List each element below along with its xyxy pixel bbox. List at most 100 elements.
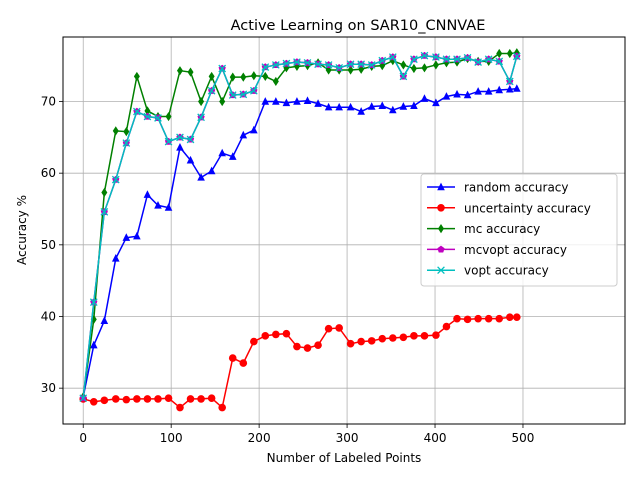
data-point	[197, 173, 205, 181]
data-point	[293, 61, 300, 71]
data-point	[463, 90, 472, 99]
data-point	[143, 395, 152, 403]
x-tick-label: 200	[248, 431, 271, 445]
y-tick-label: 40	[41, 310, 56, 324]
data-point	[250, 71, 257, 81]
data-point	[378, 101, 387, 109]
legend-marker	[437, 245, 445, 253]
data-point	[453, 314, 461, 323]
legend-item: random accuracy	[427, 181, 569, 195]
data-point	[271, 61, 280, 69]
data-point	[133, 395, 141, 403]
data-point	[513, 84, 521, 92]
data-point	[432, 53, 440, 61]
data-point	[513, 313, 521, 322]
data-point	[272, 330, 280, 339]
legend-label: random accuracy	[464, 181, 569, 195]
data-point	[100, 316, 109, 324]
data-point	[100, 396, 109, 405]
legend-marker	[437, 182, 445, 191]
data-point	[474, 58, 482, 66]
data-point	[442, 55, 451, 64]
data-point	[272, 76, 279, 87]
legend-label: mc accuracy	[464, 222, 540, 236]
data-point	[484, 314, 493, 323]
data-point	[176, 133, 184, 142]
data-point	[154, 114, 162, 122]
data-point	[399, 333, 408, 342]
x-tick-label: 400	[424, 431, 447, 445]
data-point	[484, 55, 493, 64]
data-point	[410, 101, 418, 109]
data-point	[186, 395, 195, 403]
data-point	[187, 67, 194, 77]
series-uncertainty-accuracy	[79, 313, 521, 412]
data-point	[484, 87, 493, 95]
data-point	[346, 102, 355, 111]
data-point	[378, 56, 387, 65]
data-point	[463, 53, 472, 62]
data-point	[164, 137, 173, 146]
data-point	[324, 324, 333, 333]
data-point	[324, 61, 333, 69]
data-point	[154, 201, 162, 209]
legend-label: uncertainty accuracy	[464, 201, 591, 215]
data-point	[111, 254, 120, 262]
data-point	[495, 314, 504, 323]
data-point	[197, 395, 205, 403]
data-point	[421, 63, 428, 73]
data-point	[208, 71, 215, 82]
data-point	[420, 332, 429, 340]
data-point	[505, 84, 514, 93]
data-point	[357, 107, 365, 115]
data-point	[303, 58, 312, 67]
data-point	[164, 394, 173, 403]
legend-item: mcvopt accuracy	[427, 243, 567, 257]
data-point	[432, 60, 439, 70]
data-point	[358, 64, 365, 74]
data-point	[186, 155, 195, 164]
data-point	[176, 403, 184, 412]
data-point	[389, 56, 396, 66]
data-point	[100, 208, 109, 216]
data-point	[282, 98, 291, 107]
data-point	[293, 97, 301, 105]
legend: random accuracy uncertainty accuracy mc ac…	[420, 173, 618, 287]
data-point	[90, 314, 97, 324]
data-point	[410, 55, 418, 64]
y-axis-label: Accuracy %	[15, 195, 29, 265]
x-tick-label: 100	[160, 431, 183, 445]
plot-series	[79, 48, 521, 412]
data-point	[89, 340, 98, 349]
data-point	[240, 72, 247, 82]
series-line	[83, 316, 517, 409]
data-point	[198, 96, 205, 107]
data-point	[389, 334, 397, 342]
data-point	[388, 53, 397, 61]
data-point	[154, 395, 162, 403]
data-point	[453, 55, 461, 64]
data-point	[453, 89, 461, 98]
data-point	[143, 112, 152, 121]
data-point	[239, 359, 248, 367]
data-point	[293, 342, 301, 351]
data-point	[420, 94, 429, 102]
data-point	[335, 63, 344, 72]
data-point	[207, 86, 216, 95]
data-point	[314, 99, 322, 107]
data-point	[335, 324, 343, 332]
data-point	[495, 57, 504, 66]
data-point	[228, 152, 237, 160]
data-point	[143, 190, 152, 198]
y-tick-label: 50	[41, 238, 56, 252]
data-point	[89, 298, 98, 307]
legend-label: mcvopt accuracy	[464, 243, 567, 257]
data-point	[357, 337, 365, 346]
data-point	[399, 72, 408, 81]
data-point	[378, 334, 387, 343]
series-vopt-accuracy	[79, 51, 521, 403]
data-point	[133, 107, 141, 116]
data-point	[79, 394, 88, 403]
plot-frame	[62, 36, 626, 425]
data-point	[495, 85, 504, 94]
